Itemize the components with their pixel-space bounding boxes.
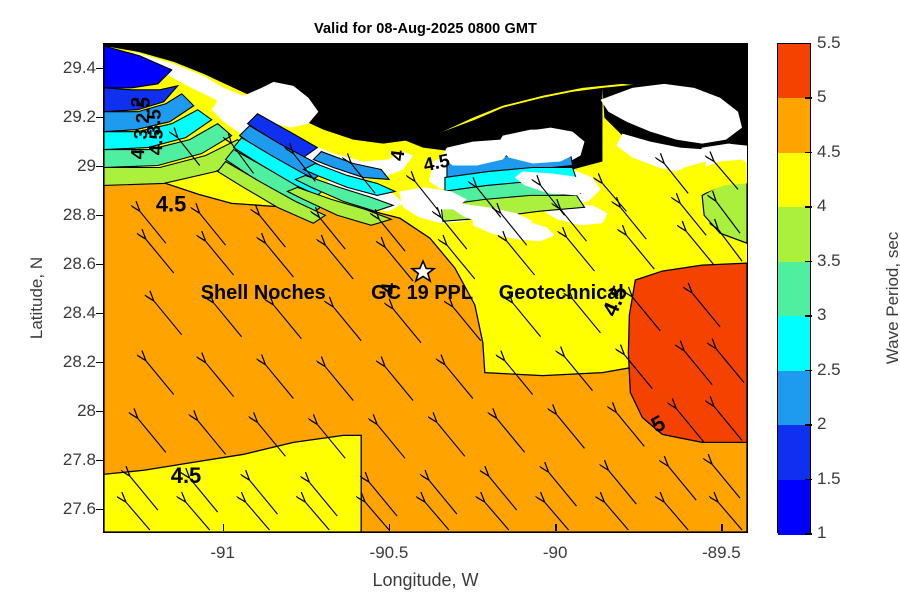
colorbar-band bbox=[778, 207, 810, 263]
colorbar-tick-label: 2.5 bbox=[817, 359, 841, 379]
y-axis-label: Latitude, N bbox=[27, 256, 46, 340]
colorbar-tick-label: 3 bbox=[817, 305, 827, 325]
contour-label: 2 bbox=[429, 135, 450, 146]
y-tick-mark bbox=[96, 410, 103, 412]
colorbar-tick-mark bbox=[805, 151, 812, 154]
contour-label: 3.5 bbox=[144, 109, 166, 136]
contour-label: 4 bbox=[387, 148, 409, 162]
colorbar-band bbox=[778, 152, 810, 208]
colorbar-tick-mark bbox=[805, 206, 812, 208]
colorbar-tick-label: 2 bbox=[817, 414, 827, 434]
colorbar-tick-label: 4.5 bbox=[817, 141, 841, 161]
y-tick-label: 29.2 bbox=[62, 106, 96, 126]
y-tick-label: 28.2 bbox=[62, 351, 96, 371]
y-tick-mark bbox=[96, 165, 103, 167]
y-tick-mark bbox=[96, 312, 103, 314]
y-tick-mark bbox=[96, 116, 103, 118]
colorbar-tick-label: 1 bbox=[817, 523, 827, 542]
y-tick-mark bbox=[96, 459, 103, 461]
colorbar-band bbox=[778, 44, 810, 100]
star-marker bbox=[409, 259, 437, 283]
y-tick-mark bbox=[96, 67, 103, 69]
x-tick-mark bbox=[222, 524, 225, 531]
colorbar[interactable] bbox=[777, 43, 811, 535]
contour-map: 4.5 4.5 4.5 5 2 2.5 3 3.5 4 4.5 4 4.5 2 … bbox=[104, 44, 747, 532]
y-tick-label: 27.8 bbox=[62, 449, 96, 469]
y-tick-label: 28 bbox=[77, 400, 96, 420]
x-tick-mark bbox=[388, 524, 391, 531]
x-tick-label: -90 bbox=[542, 543, 568, 562]
y-tick-mark bbox=[96, 214, 103, 216]
y-tick-mark bbox=[96, 361, 103, 363]
contour-label: 4 bbox=[128, 148, 149, 160]
x-tick-mark bbox=[721, 524, 723, 531]
colorbar-tick-mark bbox=[805, 533, 812, 535]
contour-label: 4.5 bbox=[171, 463, 201, 488]
contour-label: 2.5 bbox=[133, 97, 155, 124]
colorbar-tick-mark bbox=[805, 315, 812, 317]
x-tick-mark bbox=[555, 524, 557, 531]
site-label-shell-noches: Shell Noches bbox=[201, 282, 326, 304]
site-label-gc19ppl: GC 19 PPL bbox=[371, 282, 473, 304]
x-tick-label: -89.5 bbox=[702, 543, 741, 562]
y-tick-label: 29 bbox=[77, 155, 96, 175]
y-tick-label: 28.8 bbox=[62, 204, 96, 224]
colorbar-tick-label: 3.5 bbox=[817, 250, 841, 270]
y-tick-label: 28.4 bbox=[62, 302, 96, 322]
site-label-geotechnical: Geotechnical bbox=[499, 282, 624, 304]
colorbar-band bbox=[778, 425, 810, 481]
colorbar-tick-label: 1.5 bbox=[817, 468, 841, 488]
colorbar-tick-label: 5 bbox=[817, 87, 827, 107]
y-tick-mark bbox=[96, 263, 103, 265]
y-tick-label: 29.4 bbox=[62, 57, 96, 77]
contour-label: 4.5 bbox=[146, 129, 168, 156]
x-axis-label: Longitude, W bbox=[372, 570, 479, 590]
colorbar-tick-mark bbox=[805, 369, 812, 372]
x-tick-label: -90.5 bbox=[369, 543, 409, 562]
colorbar-band bbox=[778, 370, 810, 426]
x-tick-label: -91 bbox=[210, 543, 235, 562]
colorbar-tick-mark bbox=[805, 424, 812, 426]
colorbar-tick-mark bbox=[805, 260, 812, 263]
contour-label: 3 bbox=[131, 129, 152, 140]
y-tick-label: 28.6 bbox=[62, 253, 96, 273]
y-tick-label: 27.6 bbox=[62, 498, 96, 518]
page-title: Valid for 08-Aug-2025 0800 GMT bbox=[314, 21, 537, 37]
y-tick-mark bbox=[96, 508, 103, 510]
map-plot-area[interactable]: 4.5 4.5 4.5 5 2 2.5 3 3.5 4 4.5 4 4.5 2 … bbox=[103, 43, 748, 533]
contour-label: 2 bbox=[128, 97, 149, 108]
colorbar-band bbox=[778, 316, 810, 372]
colorbar-band bbox=[778, 479, 810, 535]
contour-label: 4 bbox=[377, 282, 401, 296]
colorbar-label: Wave Period, sec bbox=[883, 231, 900, 365]
contour-label: 4.5 bbox=[156, 191, 186, 216]
y-axis: 29.4 29.2 29 28.8 28.6 28.4 28.2 28 27.8 27.6 bbox=[0, 43, 103, 533]
colorbar-band bbox=[778, 261, 810, 317]
colorbar-ticks: 5.5 5 4.5 4 3.5 3 2.5 2 1.5 1 bbox=[777, 33, 897, 542]
colorbar-tick-mark bbox=[805, 478, 812, 481]
colorbar-tick-mark bbox=[805, 97, 812, 99]
colorbar-tick-label: 5.5 bbox=[817, 33, 841, 52]
x-axis: -91 -90.5 -90 -89.5 bbox=[103, 524, 748, 573]
colorbar-tick-label: 4 bbox=[817, 196, 827, 216]
colorbar-band bbox=[778, 98, 810, 154]
